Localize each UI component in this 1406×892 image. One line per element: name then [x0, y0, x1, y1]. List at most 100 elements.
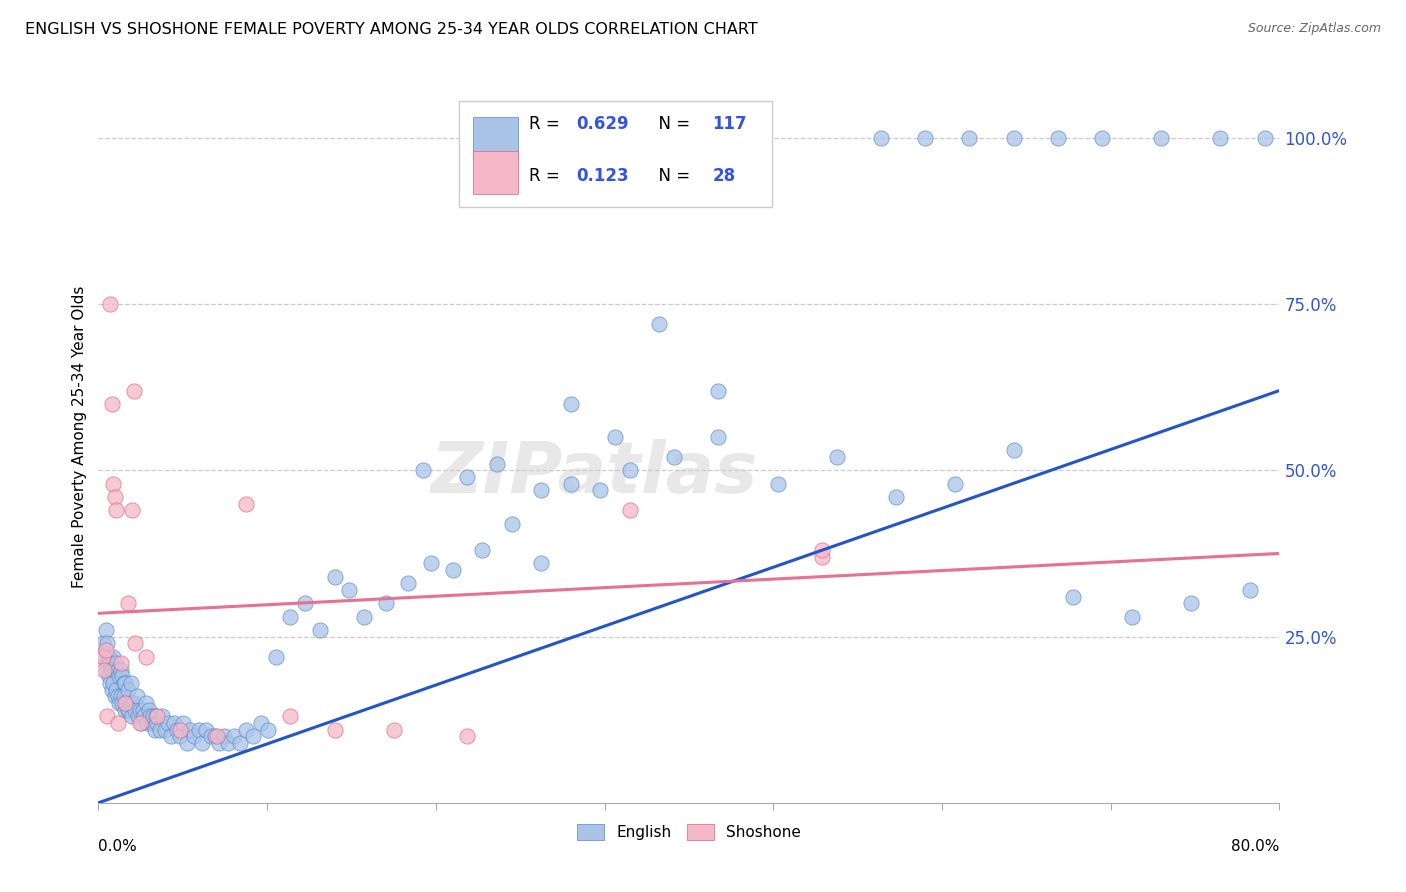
- Point: [1150, 131, 1173, 145]
- Text: R =: R =: [530, 167, 565, 185]
- Point: [1209, 131, 1232, 145]
- Point: [217, 736, 239, 750]
- Point: [103, 476, 125, 491]
- Point: [187, 723, 209, 737]
- Point: [125, 690, 148, 704]
- Legend: English, Shoshone: English, Shoshone: [571, 818, 807, 847]
- Point: [98, 676, 121, 690]
- Point: [141, 716, 163, 731]
- Point: [183, 729, 205, 743]
- Point: [1062, 590, 1084, 604]
- Point: [707, 384, 730, 398]
- Point: [200, 729, 222, 743]
- Point: [242, 729, 264, 743]
- Point: [124, 703, 146, 717]
- Point: [339, 582, 361, 597]
- Point: [486, 457, 509, 471]
- Bar: [472, 117, 517, 159]
- Point: [105, 682, 128, 697]
- Point: [149, 723, 172, 737]
- Point: [96, 636, 118, 650]
- Point: [91, 636, 114, 650]
- Point: [766, 476, 789, 491]
- Point: [884, 490, 907, 504]
- Point: [412, 463, 434, 477]
- Point: [111, 669, 134, 683]
- Point: [648, 317, 671, 331]
- Point: [172, 716, 194, 731]
- Point: [108, 669, 131, 683]
- Text: N =: N =: [648, 115, 695, 133]
- Point: [121, 503, 143, 517]
- Point: [96, 656, 118, 670]
- Text: 28: 28: [713, 167, 735, 185]
- Text: ZIPatlas: ZIPatlas: [430, 439, 758, 508]
- Point: [1239, 582, 1261, 597]
- Point: [143, 723, 166, 737]
- Point: [156, 716, 179, 731]
- Point: [120, 696, 142, 710]
- Point: [97, 649, 120, 664]
- Point: [128, 703, 150, 717]
- Point: [134, 709, 156, 723]
- Point: [501, 516, 523, 531]
- Point: [264, 649, 287, 664]
- Point: [323, 723, 346, 737]
- Point: [280, 609, 302, 624]
- Point: [136, 716, 159, 731]
- Point: [118, 703, 141, 717]
- FancyBboxPatch shape: [458, 101, 772, 207]
- Point: [112, 690, 135, 704]
- Point: [103, 649, 125, 664]
- Point: [94, 623, 117, 637]
- Point: [619, 503, 641, 517]
- Text: 0.0%: 0.0%: [98, 839, 138, 855]
- Point: [107, 690, 129, 704]
- Point: [176, 736, 198, 750]
- Point: [114, 676, 136, 690]
- Point: [139, 709, 162, 723]
- Text: Source: ZipAtlas.com: Source: ZipAtlas.com: [1247, 22, 1381, 36]
- Point: [870, 131, 893, 145]
- Point: [114, 696, 136, 710]
- Point: [914, 131, 936, 145]
- Text: 0.123: 0.123: [576, 167, 630, 185]
- Point: [128, 716, 150, 731]
- Point: [105, 503, 128, 517]
- Point: [153, 723, 176, 737]
- Point: [98, 297, 121, 311]
- Point: [135, 649, 157, 664]
- Point: [810, 549, 832, 564]
- Point: [150, 709, 173, 723]
- Point: [145, 709, 167, 723]
- Point: [104, 490, 127, 504]
- Point: [1180, 596, 1202, 610]
- Point: [1046, 131, 1070, 145]
- Point: [1254, 131, 1277, 145]
- Point: [353, 609, 375, 624]
- Point: [111, 696, 134, 710]
- Point: [204, 729, 226, 743]
- Point: [122, 384, 145, 398]
- Text: N =: N =: [648, 167, 695, 185]
- Point: [104, 663, 127, 677]
- Point: [97, 669, 120, 683]
- Point: [605, 430, 627, 444]
- Point: [664, 450, 686, 464]
- Point: [589, 483, 612, 498]
- Point: [250, 716, 273, 731]
- Point: [93, 649, 115, 664]
- Point: [142, 709, 165, 723]
- Point: [208, 736, 231, 750]
- Point: [419, 557, 441, 571]
- Point: [138, 703, 160, 717]
- Point: [110, 690, 132, 704]
- Point: [129, 716, 152, 731]
- Point: [707, 430, 730, 444]
- Text: R =: R =: [530, 115, 565, 133]
- Point: [309, 623, 332, 637]
- Point: [959, 131, 981, 145]
- Text: ENGLISH VS SHOSHONE FEMALE POVERTY AMONG 25-34 YEAR OLDS CORRELATION CHART: ENGLISH VS SHOSHONE FEMALE POVERTY AMONG…: [25, 22, 758, 37]
- Point: [179, 723, 201, 737]
- Point: [441, 563, 464, 577]
